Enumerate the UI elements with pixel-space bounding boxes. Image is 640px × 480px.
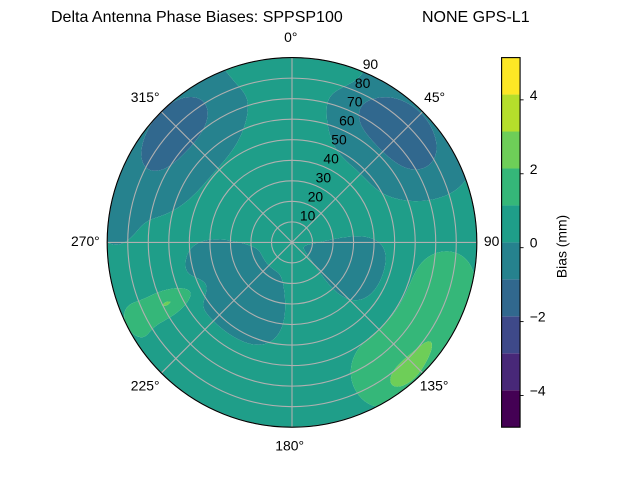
svg-text:60: 60	[339, 113, 355, 129]
svg-text:Bias (mm): Bias (mm)	[553, 215, 569, 278]
svg-text:180°: 180°	[275, 438, 304, 454]
svg-text:2: 2	[530, 161, 538, 177]
svg-text:135°: 135°	[420, 378, 449, 394]
svg-text:225°: 225°	[131, 378, 160, 394]
svg-text:−4: −4	[530, 383, 546, 399]
svg-text:45°: 45°	[424, 89, 445, 105]
svg-text:20: 20	[308, 189, 324, 205]
svg-text:80: 80	[355, 75, 371, 91]
svg-text:0°: 0°	[284, 29, 297, 45]
svg-text:−2: −2	[530, 309, 546, 325]
svg-text:30: 30	[316, 170, 332, 186]
svg-text:4: 4	[530, 87, 538, 103]
svg-text:315°: 315°	[131, 89, 160, 105]
svg-text:90: 90	[484, 233, 500, 249]
svg-text:10: 10	[300, 208, 316, 224]
svg-text:40: 40	[323, 151, 339, 167]
svg-text:70: 70	[347, 94, 363, 110]
svg-text:90: 90	[363, 56, 379, 72]
svg-text:270°: 270°	[71, 233, 100, 249]
svg-text:50: 50	[331, 132, 347, 148]
svg-text:0: 0	[530, 235, 538, 251]
